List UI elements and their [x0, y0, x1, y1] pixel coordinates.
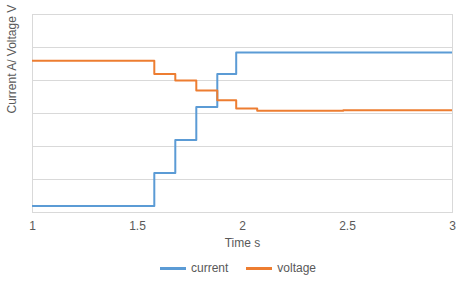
html-text:current: current — [191, 261, 229, 275]
svg-text:Current A/ Voltage V: Current A/ Voltage V — [5, 5, 19, 114]
svg-text:1: 1 — [29, 219, 36, 233]
svg-text:3: 3 — [449, 219, 456, 233]
html-text:voltage: voltage — [277, 261, 316, 275]
svg-text:Time s: Time s — [225, 236, 261, 250]
svg-text:1.5: 1.5 — [129, 219, 146, 233]
svg-text:2.5: 2.5 — [339, 219, 356, 233]
svg-text:2: 2 — [239, 219, 246, 233]
